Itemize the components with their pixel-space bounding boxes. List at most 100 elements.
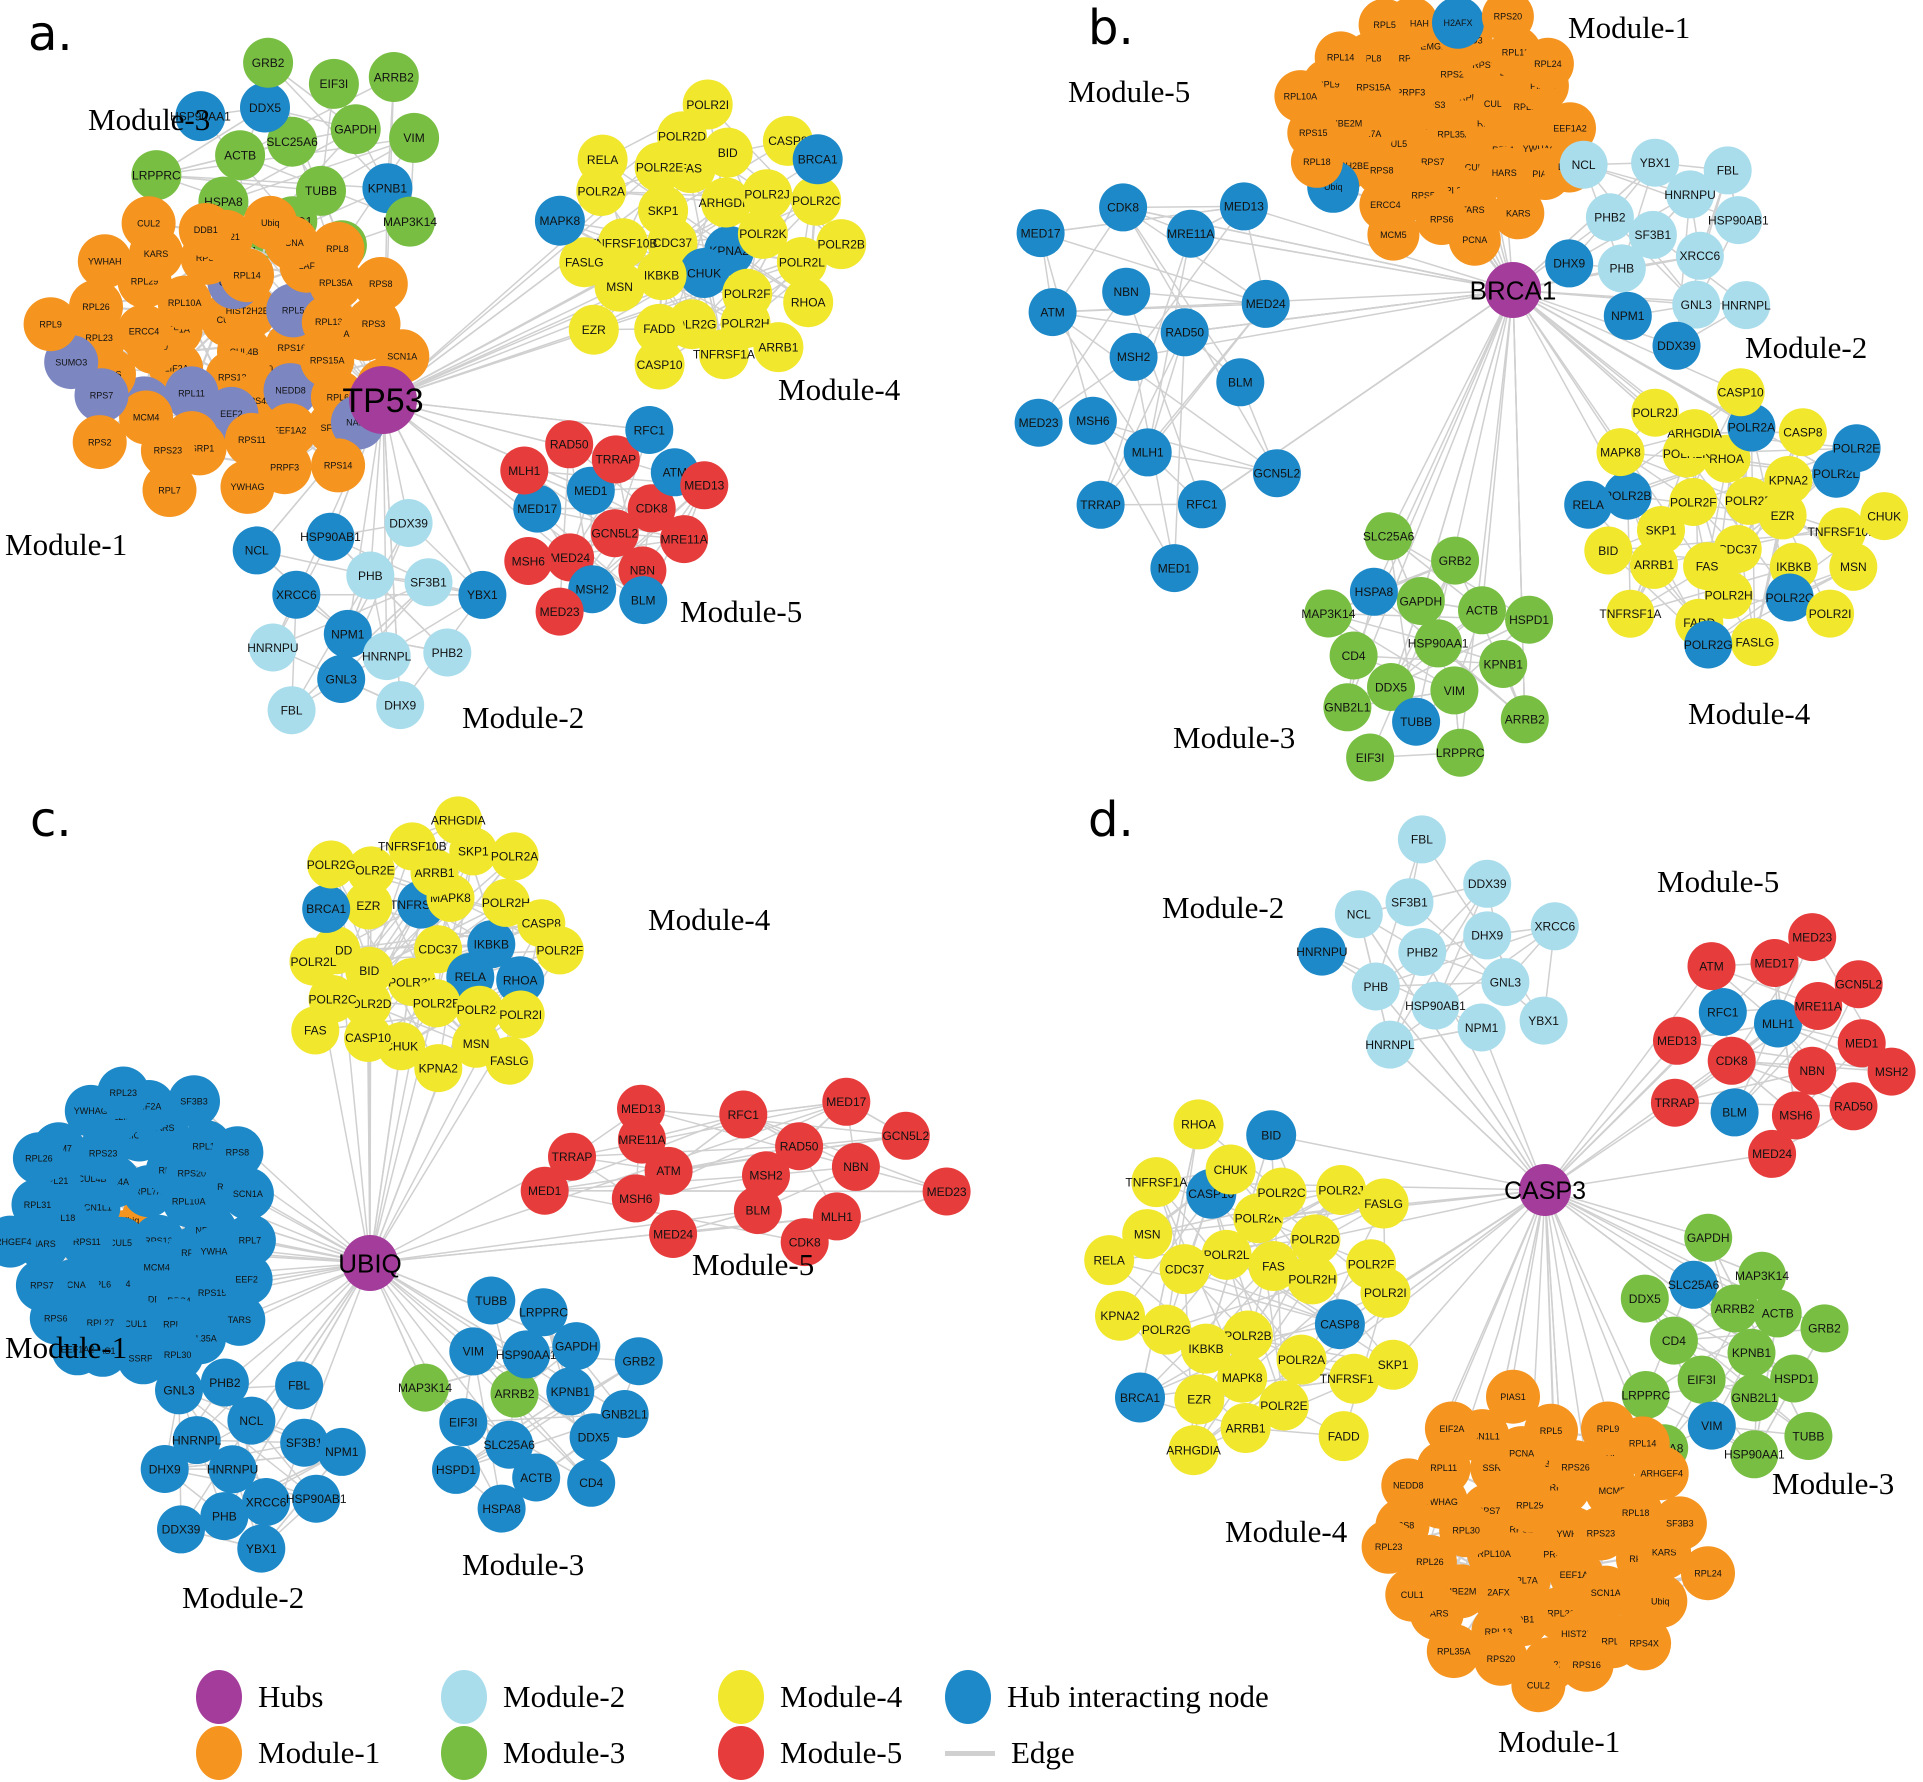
node-label: TNFRSF1A <box>693 348 755 362</box>
node-label: POLR2I <box>499 1008 542 1022</box>
node-label: NCL <box>1347 908 1371 922</box>
node-label: VIM <box>1444 684 1465 698</box>
node-label: BID <box>359 964 379 978</box>
hubs-swatch-icon <box>196 1670 242 1724</box>
node-label: Ubiq <box>261 218 280 228</box>
node-label: HSP90AB1 <box>286 1492 347 1506</box>
node-label: RPL26 <box>1416 1557 1444 1567</box>
node-label: HSPD1 <box>1509 613 1549 627</box>
node-label: POLR2C <box>1257 1186 1305 1200</box>
node-label: RHOA <box>503 974 538 988</box>
node-label: RPS8 <box>1370 166 1394 176</box>
node-label: RPL24 <box>1694 1568 1722 1578</box>
module-label: Module-1 <box>1498 1724 1620 1759</box>
node-label: POLR2J <box>1318 1183 1363 1197</box>
node-label: POLR2J <box>457 1003 502 1017</box>
node-label: FBL <box>1411 833 1433 847</box>
node-label: LRPPRC <box>132 168 181 182</box>
node-label: RPS15A <box>310 355 345 365</box>
node-label: PHB2 <box>209 1376 241 1390</box>
module-label: Module-3 <box>462 1547 584 1582</box>
node-label: GCN5L2 <box>882 1129 929 1143</box>
node-label: YBX1 <box>467 588 498 602</box>
node-label: MED17 <box>1754 956 1794 970</box>
legend-item-module-1: Module-1 <box>196 1724 380 1782</box>
node-label: ARRB1 <box>1634 558 1674 572</box>
node-label: RPS4X <box>1629 1639 1659 1649</box>
node-label: CD4 <box>579 1476 603 1490</box>
node-label: RPL9 <box>1597 1424 1620 1434</box>
node-label: DDB1 <box>194 225 218 235</box>
node-label: RPL23 <box>85 333 113 343</box>
node-label: RPL26 <box>25 1154 53 1164</box>
node-label: RPS16 <box>1572 1660 1601 1670</box>
node-label: POLR2G <box>307 858 356 872</box>
node-label: GCN5L2 <box>591 527 638 541</box>
node-label: NEDD8 <box>1393 1481 1424 1491</box>
node-label: MRE11A <box>1167 227 1214 241</box>
legend-label: Edge <box>1011 1735 1075 1771</box>
node-label: KPNA2 <box>419 1062 459 1076</box>
node-label: NBN <box>843 1160 868 1174</box>
node-label: GRB2 <box>252 56 285 70</box>
node-label: GRB2 <box>1439 554 1472 568</box>
node-label: IKBKB <box>1188 1342 1223 1356</box>
node-label: HNRNPU <box>1664 188 1715 202</box>
node-label: RPL23 <box>1375 1542 1403 1552</box>
node-label: POLR2G <box>1142 1323 1191 1337</box>
node-label: BID <box>1261 1129 1281 1143</box>
node-label: XRCC6 <box>276 588 317 602</box>
node-label: POLR2E <box>1833 442 1880 456</box>
node-label: TRRAP <box>1655 1096 1696 1110</box>
node-label: CDK8 <box>636 502 668 516</box>
module-nodes: MLH1NBNCDK8MRE11AMSH6RFC1MED1BLMMED17RAD… <box>1651 913 1916 1178</box>
node-label: SF3B1 <box>410 576 447 590</box>
module-3-swatch-icon <box>441 1726 487 1780</box>
node-label: MED17 <box>1021 226 1061 240</box>
node-label: FAS <box>1262 1259 1285 1273</box>
node-label: POLR2B <box>818 237 865 251</box>
panel-label-d: d. <box>1088 792 1134 848</box>
node-label: POLR2H <box>1705 588 1753 602</box>
node-label: RPS23 <box>89 1149 118 1159</box>
node-label: NBN <box>1800 1064 1825 1078</box>
node-label: POLR2C <box>792 194 840 208</box>
node-label: PHB2 <box>1594 211 1626 225</box>
node-label: RFC1 <box>728 1108 760 1122</box>
node-label: MCM5 <box>1380 230 1407 240</box>
node-label: HNRNPL <box>172 1433 222 1447</box>
node-label: POLR2A <box>1278 1353 1325 1367</box>
node-label: GNL3 <box>1681 298 1713 312</box>
node-label: MLH1 <box>1132 446 1164 460</box>
node-label: SKP1 <box>1378 1358 1409 1372</box>
node-label: SF3B1 <box>286 1436 323 1450</box>
node-label: IKBKB <box>1776 560 1811 574</box>
node-label: GAPDH <box>1399 594 1442 608</box>
node-label: POLR2C <box>308 992 356 1006</box>
node-label: HSP90AB1 <box>300 530 361 544</box>
node-label: CD4 <box>1662 1334 1686 1348</box>
node-label: DHX9 <box>1471 929 1503 943</box>
node-label: KARS <box>1506 209 1531 219</box>
node-label: PHB <box>1609 262 1634 276</box>
node-label: MSH6 <box>1779 1109 1813 1123</box>
legend-label: Module-2 <box>503 1679 625 1715</box>
node-label: VIM <box>463 1345 484 1359</box>
node-label: RPL18 <box>1622 1508 1650 1518</box>
node-label: RPL24 <box>1534 59 1562 69</box>
node-label: GNB2L1 <box>1732 1391 1778 1405</box>
node-label: KPNB1 <box>368 182 408 196</box>
node-label: KARS <box>144 249 169 259</box>
node-label: POLR2D <box>658 130 706 144</box>
node-label: RPS23 <box>1587 1529 1616 1539</box>
node-label: EEF2 <box>235 1275 258 1285</box>
module-label: Module-3 <box>1772 1466 1894 1501</box>
node-label: RPL14 <box>233 270 261 280</box>
node-label: SUMO3 <box>55 357 87 367</box>
node-label: POLR2A <box>491 850 538 864</box>
node-label: GAPDH <box>555 1339 598 1353</box>
node-label: DDX5 <box>1375 680 1407 694</box>
node-label: MSH6 <box>512 554 546 568</box>
node-label: MED23 <box>927 1185 967 1199</box>
node-label: NBN <box>630 564 655 578</box>
